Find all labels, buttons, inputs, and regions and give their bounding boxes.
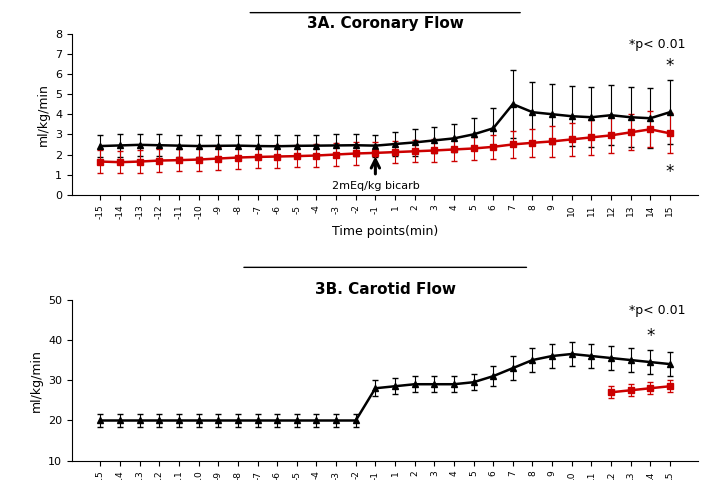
Title: 3A. Coronary Flow: 3A. Coronary Flow — [307, 16, 464, 31]
X-axis label: Time points(min): Time points(min) — [332, 225, 438, 238]
Text: *: * — [666, 57, 674, 75]
Title: 3B. Carotid Flow: 3B. Carotid Flow — [315, 282, 456, 297]
Text: *: * — [646, 327, 654, 345]
Legend: ▲PaCO2> 35mmHg, ■PaCO2< 35mmHg: ▲PaCO2> 35mmHg, ■PaCO2< 35mmHg — [138, 298, 482, 320]
Text: *p< 0.01: *p< 0.01 — [629, 304, 686, 317]
Text: *: * — [666, 163, 674, 180]
Y-axis label: ml/kg/min: ml/kg/min — [30, 349, 42, 412]
Text: *p< 0.01: *p< 0.01 — [629, 38, 686, 51]
Y-axis label: ml/kg/min: ml/kg/min — [37, 83, 50, 145]
Text: 2mEq/kg bicarb: 2mEq/kg bicarb — [331, 181, 419, 191]
